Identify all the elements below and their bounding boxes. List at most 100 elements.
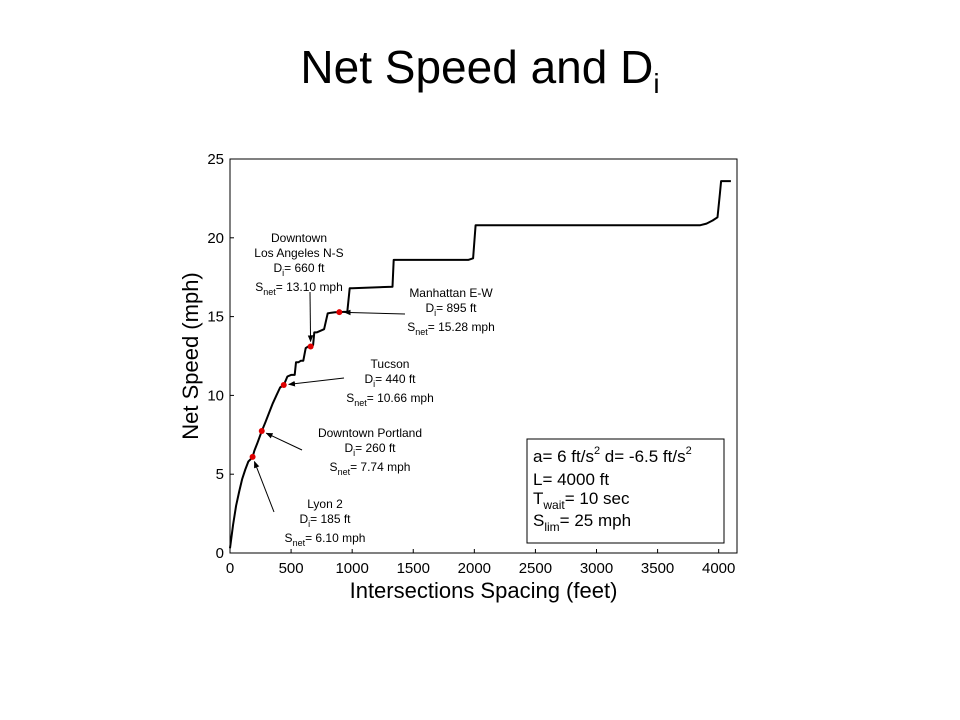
speed-value: = 7.74 mph — [350, 460, 410, 474]
y-tick-label: 10 — [207, 387, 224, 404]
annotation-manhattan: Manhattan E-WDi= 895 ft Snet= 15.28 mph — [343, 286, 495, 337]
annotation-arrow — [253, 460, 275, 513]
spacing-value: = 895 ft — [436, 301, 477, 315]
speed-value: = 6.10 mph — [305, 531, 365, 545]
y-tick-label: 20 — [207, 230, 224, 247]
annotation-arrow — [288, 377, 345, 387]
speed-symbol: S — [346, 391, 354, 405]
param-wait: Twait= 10 sec — [533, 489, 630, 512]
y-tick-label: 5 — [216, 466, 224, 483]
spacing-value: = 440 ft — [375, 372, 416, 386]
speed-value: = 15.28 mph — [428, 320, 495, 334]
x-tick-label: 2000 — [458, 560, 491, 577]
param-limit-symbol: S — [533, 511, 544, 530]
param-limit-subscript: lim — [544, 520, 559, 534]
speed-symbol: S — [255, 280, 263, 294]
param-wait-symbol: T — [533, 489, 543, 508]
param-limit-value: = 25 mph — [560, 511, 631, 530]
x-axis-label: Intersections Spacing (feet) — [350, 578, 618, 603]
speed-symbol: S — [407, 320, 415, 334]
annotation-speed: Snet= 7.74 mph — [330, 460, 411, 477]
param-wait-subscript: wait — [542, 498, 565, 512]
annotation-name: Tucson — [371, 357, 410, 371]
annotation-speed: Snet= 13.10 mph — [255, 280, 343, 297]
annotation-name: Downtown — [271, 231, 327, 245]
x-tick-label: 500 — [279, 560, 304, 577]
speed-symbol: S — [285, 531, 293, 545]
plot-frame — [229, 158, 738, 554]
annotation-name: Manhattan E-W — [409, 286, 493, 300]
annotation-speed: Snet= 6.10 mph — [285, 531, 366, 548]
spacing-symbol: D — [425, 301, 434, 315]
x-tick-label: 1000 — [335, 560, 368, 577]
speed-subscript: net — [415, 327, 428, 337]
param-length: L= 4000 ft — [533, 470, 609, 489]
spacing-value: = 185 ft — [310, 512, 351, 526]
param-decel: d= -6.5 ft/s — [600, 447, 686, 466]
annotation-name: Lyon 2 — [307, 497, 343, 511]
spacing-subscript: i — [353, 448, 355, 458]
spacing-subscript: i — [373, 379, 375, 389]
speed-subscript: net — [263, 287, 276, 297]
spacing-symbol: D — [364, 372, 373, 386]
y-tick-label: 15 — [207, 309, 224, 326]
parameter-box: a= 6 ft/s2 d= -6.5 ft/s2 L= 4000 ftTwait=… — [526, 438, 725, 544]
speed-value: = 10.66 mph — [367, 391, 434, 405]
data-point-marker — [336, 309, 343, 316]
spacing-symbol: D — [273, 261, 282, 275]
speed-subscript: net — [338, 467, 351, 477]
x-tick-label: 1500 — [397, 560, 430, 577]
slide-title-main: Net Speed and D — [300, 41, 654, 93]
x-tick-label: 3000 — [580, 560, 613, 577]
data-point-marker — [249, 453, 256, 460]
y-tick-label: 25 — [207, 151, 224, 168]
spacing-subscript: i — [308, 519, 310, 529]
annotation-spacing: Di= 260 ft — [344, 441, 396, 458]
annotation-arrow — [265, 432, 303, 451]
speed-subscript: net — [354, 398, 367, 408]
slide-title-subscript: i — [653, 68, 660, 99]
param-accel-decel: a= 6 ft/s2 d= -6.5 ft/s2 — [533, 445, 692, 466]
param-wait-value: = 10 sec — [565, 489, 630, 508]
spacing-value: = 260 ft — [355, 441, 396, 455]
annotation-spacing: Di= 185 ft — [299, 512, 351, 529]
annotation-spacing: Di= 440 ft — [364, 372, 416, 389]
spacing-symbol: D — [344, 441, 353, 455]
chart-axes: 0 500 1000 1500 2000 2500 3000 3500 4000 0 5 10 15 20… — [178, 151, 738, 603]
param-decel-exponent: 2 — [686, 445, 692, 457]
annotation-name: Downtown Portland — [318, 426, 422, 440]
annotation-speed: Snet= 10.66 mph — [346, 391, 434, 408]
spacing-subscript: i — [282, 268, 284, 278]
y-axis-label: Net Speed (mph) — [178, 272, 203, 440]
annotation-spacing: Di= 660 ft — [273, 261, 325, 278]
x-tick-label: 2500 — [519, 560, 552, 577]
slide-title: Net Speed and Di — [0, 40, 960, 100]
speed-value: = 13.10 mph — [276, 280, 343, 294]
annotation-arrow — [307, 291, 314, 343]
x-tick-label: 0 — [226, 560, 234, 577]
data-point-marker — [280, 381, 287, 388]
param-accel-exponent: 2 — [594, 445, 600, 457]
data-point-marker — [258, 428, 265, 435]
annotation-arrow — [343, 309, 406, 316]
chart-markers — [249, 309, 343, 460]
annotation-name: Los Angeles N-S — [254, 246, 343, 260]
param-limit: Slim= 25 mph — [533, 511, 631, 534]
parameter-box-frame — [526, 438, 725, 544]
annotation-spacing: Di= 895 ft — [425, 301, 477, 318]
annotation-speed: Snet= 15.28 mph — [407, 320, 495, 337]
x-tick-label: 3500 — [641, 560, 674, 577]
spacing-symbol: D — [299, 512, 308, 526]
spacing-subscript: i — [434, 308, 436, 318]
x-tick-label: 4000 — [702, 560, 735, 577]
speed-subscript: net — [293, 538, 306, 548]
y-tick-label: 0 — [216, 545, 224, 562]
speed-symbol: S — [330, 460, 338, 474]
spacing-value: = 660 ft — [284, 261, 325, 275]
